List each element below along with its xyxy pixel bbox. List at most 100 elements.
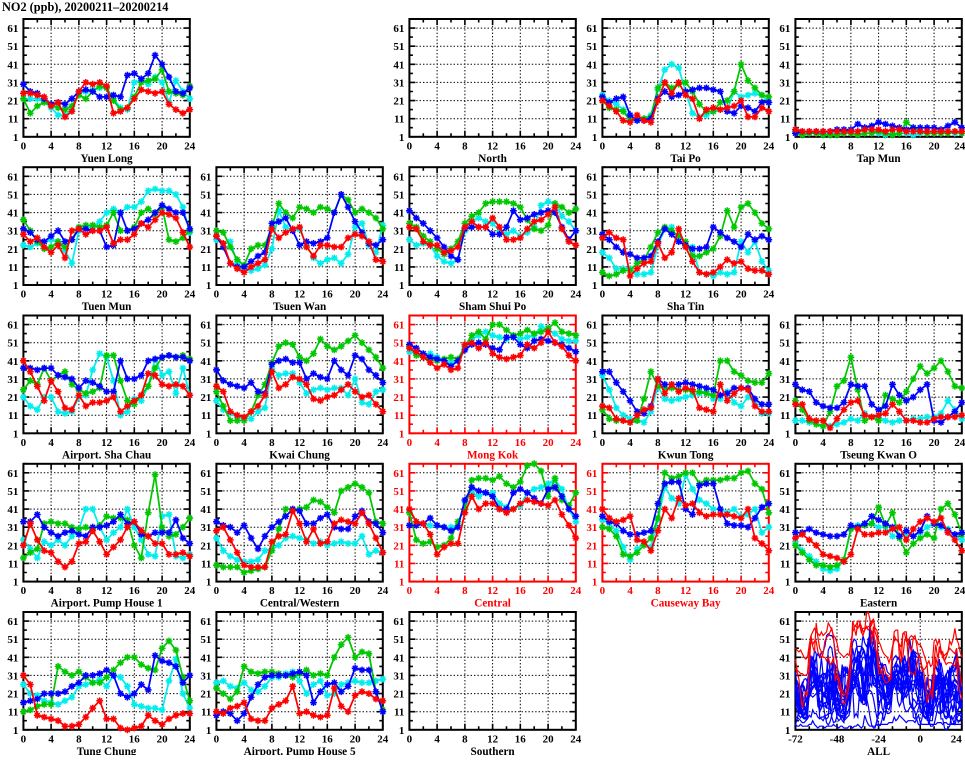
svg-text:4: 4 xyxy=(241,437,247,449)
svg-text:Airport. Sha Chau: Airport. Sha Chau xyxy=(62,449,151,461)
svg-text:41: 41 xyxy=(7,208,18,220)
svg-text:31: 31 xyxy=(779,670,790,682)
svg-text:0: 0 xyxy=(407,140,413,152)
svg-text:0: 0 xyxy=(214,437,220,449)
svg-text:51: 51 xyxy=(779,634,790,646)
svg-text:24: 24 xyxy=(951,733,963,745)
svg-text:24: 24 xyxy=(184,289,196,301)
svg-text:24: 24 xyxy=(570,437,582,449)
svg-text:Tung Chung: Tung Chung xyxy=(77,746,137,755)
svg-text:0: 0 xyxy=(407,733,413,745)
svg-text:8: 8 xyxy=(655,437,661,449)
svg-text:8: 8 xyxy=(76,289,82,301)
svg-text:61: 61 xyxy=(7,320,18,332)
svg-text:41: 41 xyxy=(200,356,211,368)
svg-text:12: 12 xyxy=(487,140,499,152)
svg-text:0: 0 xyxy=(793,140,799,152)
svg-text:41: 41 xyxy=(7,356,18,368)
svg-text:0: 0 xyxy=(21,585,27,597)
svg-text:31: 31 xyxy=(393,374,404,386)
svg-text:21: 21 xyxy=(200,689,211,701)
svg-text:1: 1 xyxy=(206,725,212,737)
svg-text:20: 20 xyxy=(929,140,941,152)
svg-text:0: 0 xyxy=(407,289,413,301)
svg-text:51: 51 xyxy=(393,338,404,350)
svg-text:8: 8 xyxy=(462,140,468,152)
svg-text:11: 11 xyxy=(394,558,404,570)
svg-text:12: 12 xyxy=(101,289,113,301)
svg-text:0: 0 xyxy=(214,289,220,301)
svg-text:16: 16 xyxy=(129,140,141,152)
svg-text:41: 41 xyxy=(393,504,404,516)
svg-text:1: 1 xyxy=(399,577,405,589)
svg-text:16: 16 xyxy=(515,140,527,152)
svg-text:24: 24 xyxy=(570,733,582,745)
svg-text:20: 20 xyxy=(350,733,362,745)
svg-text:16: 16 xyxy=(708,585,720,597)
svg-text:41: 41 xyxy=(586,59,597,71)
svg-text:Causeway Bay: Causeway Bay xyxy=(651,598,721,610)
svg-text:8: 8 xyxy=(269,585,275,597)
svg-text:61: 61 xyxy=(393,616,404,628)
svg-text:North: North xyxy=(478,153,507,165)
svg-text:1: 1 xyxy=(13,428,19,440)
svg-text:61: 61 xyxy=(779,616,790,628)
svg-text:ALL: ALL xyxy=(867,746,890,755)
svg-text:16: 16 xyxy=(322,733,334,745)
svg-text:51: 51 xyxy=(200,486,211,498)
svg-text:11: 11 xyxy=(394,262,404,274)
svg-text:4: 4 xyxy=(48,733,54,745)
svg-text:21: 21 xyxy=(393,244,404,256)
svg-text:24: 24 xyxy=(184,733,196,745)
svg-text:4: 4 xyxy=(48,585,54,597)
svg-text:0: 0 xyxy=(21,437,27,449)
svg-text:20: 20 xyxy=(157,437,169,449)
svg-text:51: 51 xyxy=(779,338,790,350)
svg-text:20: 20 xyxy=(350,585,362,597)
svg-text:16: 16 xyxy=(515,585,527,597)
svg-text:16: 16 xyxy=(708,140,720,152)
svg-text:NO2 (ppb), 20200211–20200214: NO2 (ppb), 20200211–20200214 xyxy=(2,0,168,14)
svg-text:8: 8 xyxy=(269,733,275,745)
svg-text:4: 4 xyxy=(241,733,247,745)
svg-text:16: 16 xyxy=(708,437,720,449)
svg-text:0: 0 xyxy=(21,733,27,745)
svg-text:51: 51 xyxy=(200,634,211,646)
svg-text:31: 31 xyxy=(7,77,18,89)
svg-text:1: 1 xyxy=(13,280,19,292)
svg-text:11: 11 xyxy=(8,410,18,422)
svg-text:1: 1 xyxy=(206,577,212,589)
svg-text:31: 31 xyxy=(7,522,18,534)
svg-text:12: 12 xyxy=(294,733,306,745)
svg-text:24: 24 xyxy=(184,140,196,152)
svg-text:41: 41 xyxy=(7,652,18,664)
svg-text:16: 16 xyxy=(901,585,913,597)
svg-text:12: 12 xyxy=(101,585,113,597)
svg-text:11: 11 xyxy=(201,558,211,570)
svg-text:24: 24 xyxy=(184,585,196,597)
svg-text:16: 16 xyxy=(129,289,141,301)
svg-text:61: 61 xyxy=(586,171,597,183)
svg-text:8: 8 xyxy=(655,585,661,597)
svg-text:41: 41 xyxy=(586,208,597,220)
svg-text:21: 21 xyxy=(393,392,404,404)
svg-text:1: 1 xyxy=(785,725,791,737)
svg-text:4: 4 xyxy=(627,140,633,152)
svg-text:51: 51 xyxy=(586,486,597,498)
svg-text:11: 11 xyxy=(201,262,211,274)
svg-text:1: 1 xyxy=(785,428,791,440)
svg-text:11: 11 xyxy=(780,114,790,126)
svg-text:31: 31 xyxy=(779,522,790,534)
svg-text:12: 12 xyxy=(487,585,499,597)
svg-text:11: 11 xyxy=(8,558,18,570)
svg-text:24: 24 xyxy=(763,437,775,449)
svg-text:1: 1 xyxy=(399,725,405,737)
svg-text:21: 21 xyxy=(393,96,404,108)
svg-text:20: 20 xyxy=(157,140,169,152)
svg-text:16: 16 xyxy=(322,289,334,301)
svg-text:61: 61 xyxy=(7,171,18,183)
svg-text:61: 61 xyxy=(200,616,211,628)
svg-text:61: 61 xyxy=(7,468,18,480)
svg-text:Southern: Southern xyxy=(471,746,516,755)
svg-text:31: 31 xyxy=(200,522,211,534)
